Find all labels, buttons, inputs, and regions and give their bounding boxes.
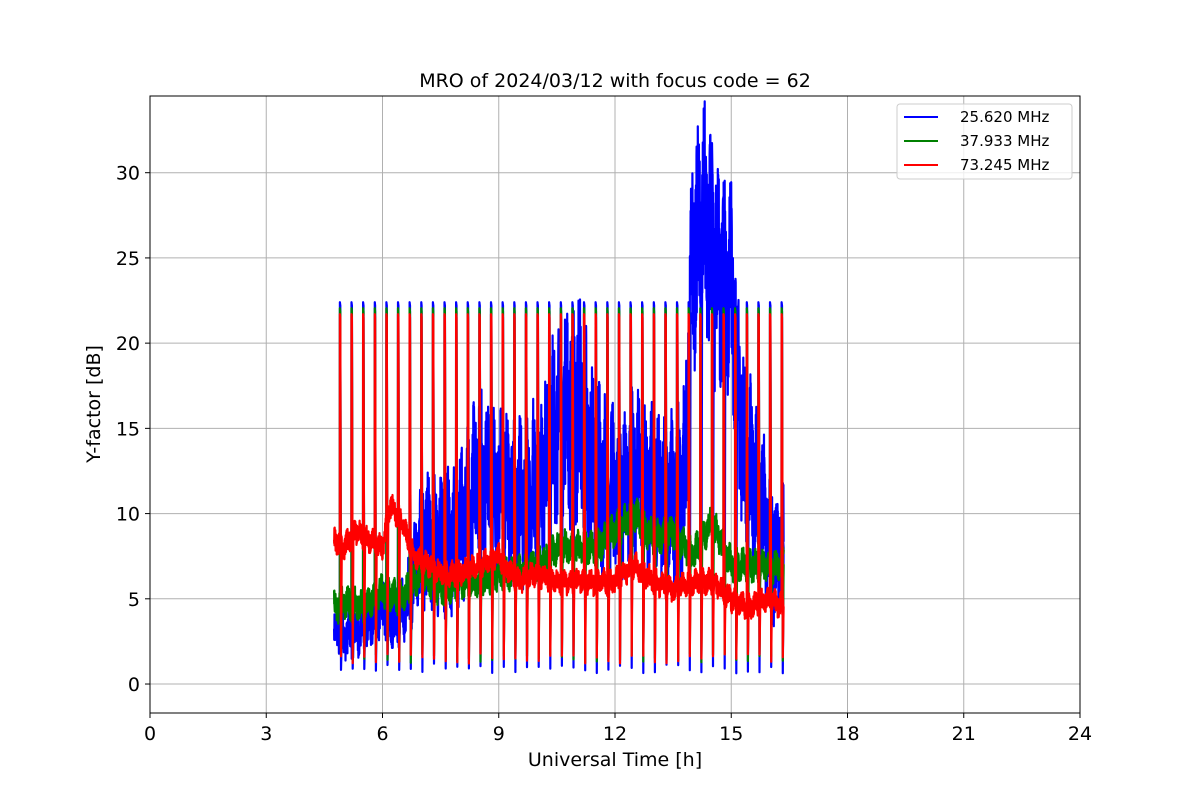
y-tick-label: 5 (128, 589, 140, 611)
x-tick-label: 3 (260, 723, 272, 745)
legend-label-25620: 25.620 MHz (960, 108, 1049, 126)
series-line-37933 (333, 307, 785, 664)
x-tick-label: 6 (376, 723, 388, 745)
x-tick-label: 18 (835, 723, 859, 745)
y-tick-label: 25 (116, 248, 140, 270)
y-tick-label: 15 (116, 418, 140, 440)
x-tick-label: 9 (493, 723, 505, 745)
legend-box (896, 103, 1073, 180)
x-tick-label: 15 (719, 723, 743, 745)
y-tick-label: 30 (116, 163, 140, 185)
x-axis-label: Universal Time [h] (528, 749, 702, 771)
plot-data (333, 100, 785, 675)
x-tick-label: 0 (144, 723, 156, 745)
ticks: 0 3 6 9 12 15 18 21 24 0 5 10 15 20 25 30 (116, 163, 1092, 745)
y-tick-label: 10 (116, 504, 140, 526)
legend: 25.620 MHz 37.933 MHz 73.245 MHz (896, 103, 1073, 180)
y-axis-label: Y-factor [dB] (83, 345, 105, 464)
series-line-73245 (333, 313, 785, 665)
x-tick-label: 12 (603, 723, 627, 745)
y-tick-label: 0 (128, 674, 140, 696)
chart-title: MRO of 2024/03/12 with focus code = 62 (419, 70, 811, 92)
y-tick-label: 20 (116, 333, 140, 355)
x-tick-label: 24 (1068, 723, 1092, 745)
x-tick-label: 21 (952, 723, 976, 745)
legend-label-37933: 37.933 MHz (960, 132, 1049, 150)
legend-label-73245: 73.245 MHz (960, 156, 1049, 174)
